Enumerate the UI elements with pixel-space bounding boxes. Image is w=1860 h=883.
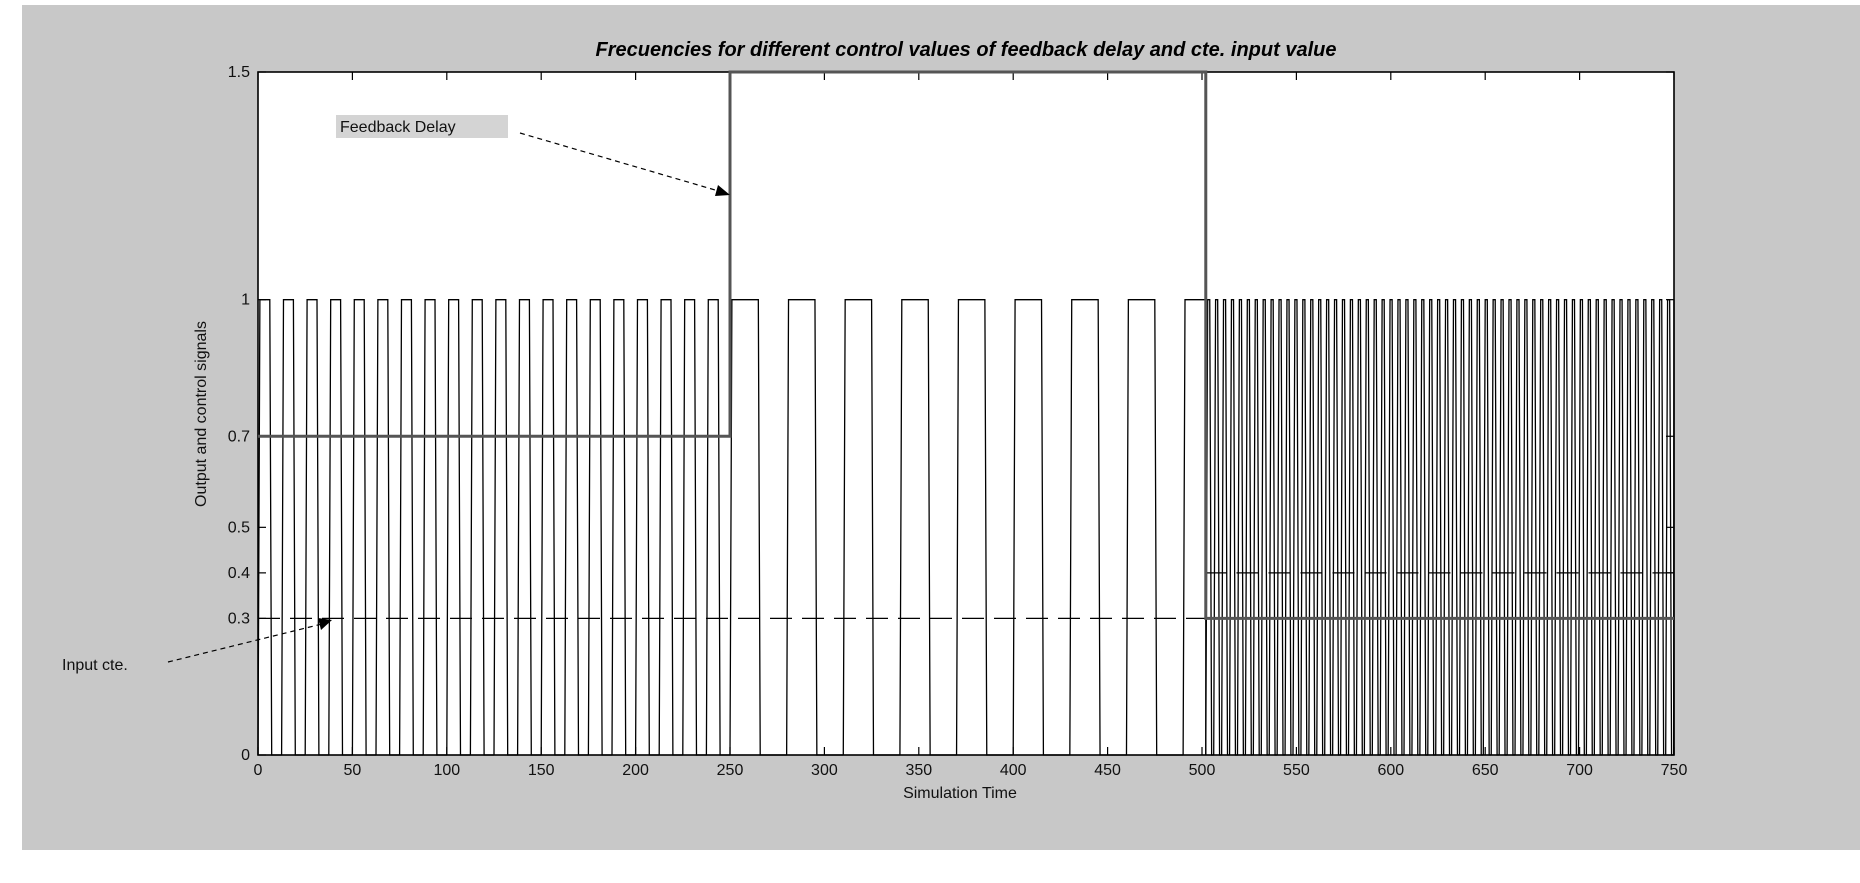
x-tick-label-10: 500 [1189,762,1216,779]
x-tick-label-11: 550 [1283,762,1310,779]
x-tick-label-13: 650 [1472,762,1499,779]
y-tick-label-3: 0.5 [228,519,250,536]
x-tick-label-0: 0 [254,762,263,779]
annotation-input-cte-arrowhead [318,618,332,630]
x-tick-label-12: 600 [1377,762,1404,779]
x-tick-label-9: 450 [1094,762,1121,779]
x-tick-label-3: 150 [528,762,555,779]
x-axis-label: Simulation Time [903,785,1017,802]
output-wave-segment-1 [729,299,1207,756]
y-tick-label-5: 1 [241,292,250,309]
y-tick-label-4: 0.7 [228,428,250,445]
y-tick-label-1: 0.3 [228,610,250,627]
annotation-feedback-delay-arrowhead [715,185,730,196]
annotation-input-cte-label: Input cte. [62,657,128,674]
annotation-input-cte: Input cte. [62,618,332,674]
x-tick-label-1: 50 [344,762,362,779]
annotation-feedback-delay-arrow [519,132,723,193]
x-tick-label-15: 750 [1661,762,1688,779]
chart-title: Frecuencies for different control values… [596,39,1337,61]
y-tick-label-6: 1.5 [228,64,250,81]
annotation-feedback-delay-label: Feedback Delay [340,119,456,136]
output-wave-segment-2 [1205,299,1675,756]
series-feedback-delay-line [258,70,1674,620]
x-tick-label-8: 400 [1000,762,1027,779]
x-tick-label-7: 350 [905,762,932,779]
x-axis-ticks: 0 50 100 150 200 250 300 350 400 450 500 550 600 650 7… [254,72,1688,779]
x-tick-label-14: 700 [1566,762,1593,779]
output-wave-segment-0 [257,299,730,756]
annotation-feedback-delay: Feedback Delay [336,115,730,196]
x-tick-label-5: 250 [717,762,744,779]
x-tick-label-2: 100 [433,762,460,779]
y-tick-label-2: 0.4 [228,565,250,582]
annotation-feedback-delay-box [336,115,508,138]
y-axis-label: Output and control signals [193,321,210,507]
series-layer [257,70,1675,756]
y-tick-label-0: 0 [241,747,250,764]
x-tick-label-6: 300 [811,762,838,779]
x-tick-label-4: 200 [622,762,649,779]
